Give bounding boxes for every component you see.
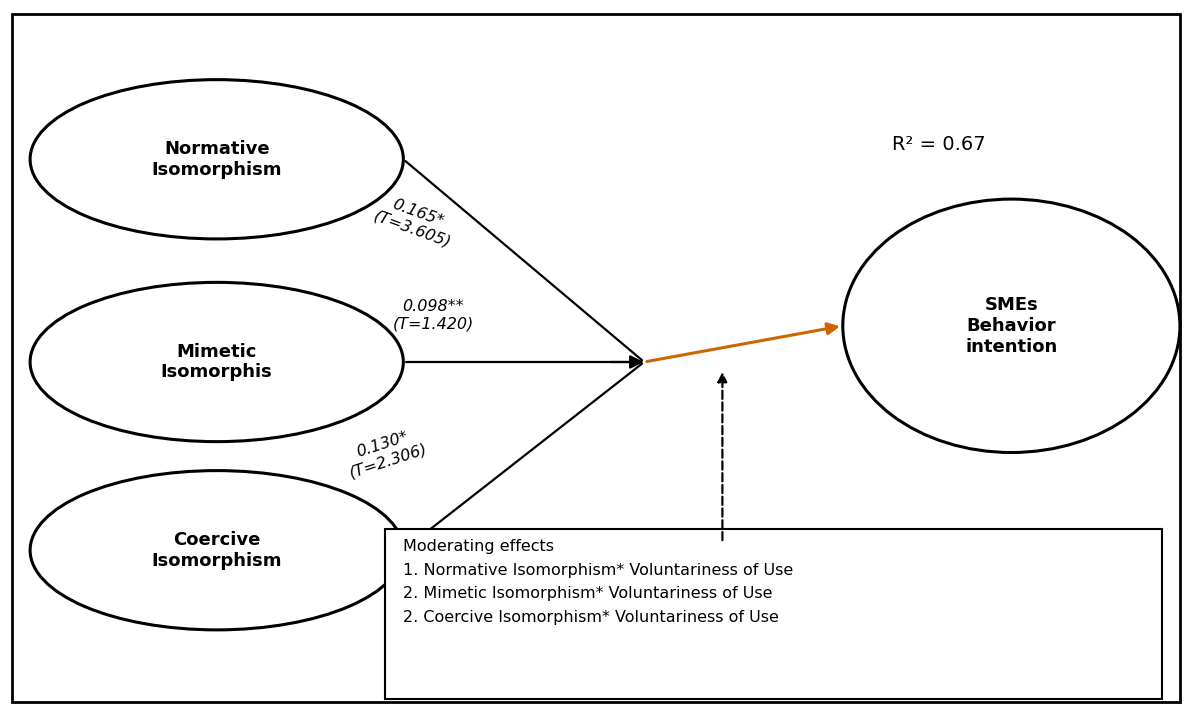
- Text: Normative
Isomorphism: Normative Isomorphism: [152, 140, 282, 179]
- Text: Coercive
Isomorphism: Coercive Isomorphism: [152, 531, 282, 570]
- Text: 0.130*
(T=2.306): 0.130* (T=2.306): [342, 424, 429, 481]
- Text: R² = 0.67: R² = 0.67: [892, 135, 986, 154]
- Text: 0.098**
(T=1.420): 0.098** (T=1.420): [393, 299, 474, 331]
- Ellipse shape: [30, 471, 403, 630]
- Text: Moderating effects
1. Normative Isomorphism* Voluntariness of Use
2. Mimetic Iso: Moderating effects 1. Normative Isomorph…: [403, 539, 793, 625]
- Text: Mimetic
Isomorphis: Mimetic Isomorphis: [161, 342, 272, 382]
- Bar: [385, 529, 1162, 699]
- Text: 0.165*
(T=3.605): 0.165* (T=3.605): [372, 192, 459, 250]
- Ellipse shape: [30, 80, 403, 239]
- Ellipse shape: [843, 199, 1180, 452]
- Ellipse shape: [30, 282, 403, 442]
- Text: SMEs
Behavior
intention: SMEs Behavior intention: [966, 296, 1057, 355]
